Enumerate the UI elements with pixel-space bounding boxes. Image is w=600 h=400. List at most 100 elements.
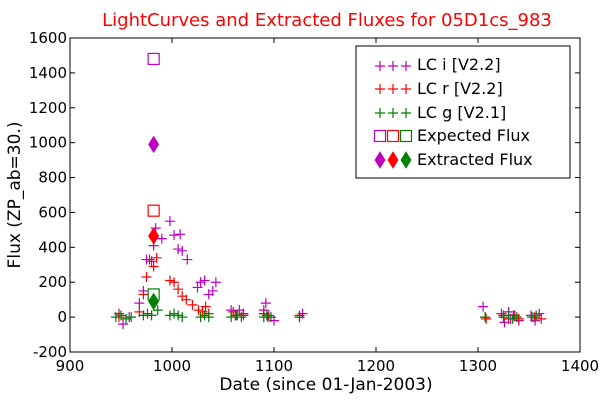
legend-markers [373,61,413,169]
legend-marker-plus [375,108,385,118]
data-point-plus [498,312,509,323]
y-axis-label: Flux (ZP_ab=30.) [5,122,25,269]
data-point-plus [478,301,489,312]
data-point-plus [531,310,542,321]
data-point-plus [164,216,175,227]
data-point-plus [156,233,167,244]
legend-marker-square [386,129,400,143]
y-tick-label: 800 [38,169,67,187]
data-point-plus [110,312,121,323]
x-tick-label: 900 [56,357,85,375]
data-point-plus [148,261,159,272]
data-point-square [147,204,160,217]
data-point-plus [141,271,152,282]
legend-marker-plus [401,108,411,118]
data-point-plus [199,275,210,286]
legend-marker-square [399,129,413,143]
data-point-plus [138,289,149,300]
data-point-plus [173,244,184,255]
data-point-plus [151,252,162,263]
legend-label-extracted-flux: Extracted Flux [417,150,533,169]
data-point-plus [134,298,145,309]
y-tick-label: 1000 [29,134,67,152]
data-point-plus [175,229,186,240]
legend-label-lc-r: LC r [V2.2] [417,79,503,98]
data-point-diamond [148,135,160,154]
data-point-plus [536,313,547,324]
data-point-plus [210,277,221,288]
legend-marker-diamond [374,151,386,169]
legend-label-lc-i: LC i [V2.2] [417,55,501,74]
y-tick-label: 400 [38,238,67,256]
data-point-plus [126,312,137,323]
data-point-plus [182,254,193,265]
legend-marker-plus [375,84,385,94]
data-point-plus [294,312,305,323]
data-point-plus [169,308,180,319]
legend-marker-plus [388,61,398,71]
data-point-plus [231,310,242,321]
legend-marker-plus [388,84,398,94]
x-axis-label: Date (since 01-Jan-2003) [219,375,432,395]
x-tick-label: 1200 [357,357,395,375]
data-point-plus [207,285,218,296]
data-point-diamond [148,292,160,311]
legend-marker-plus [375,61,385,71]
data-point-plus [144,254,155,265]
data-point-plus [146,256,157,267]
data-point-plus [527,312,538,323]
data-point-square [147,52,160,66]
legend-label-expected-flux: Expected Flux [417,126,530,145]
data-point-plus [236,312,247,323]
data-point-plus [507,313,518,324]
data-point-plus [265,312,276,323]
legend-marker-plus [401,84,411,94]
data-point-plus [192,282,203,293]
legend-marker-diamond [387,151,399,169]
data-point-plus [116,310,126,321]
data-point-plus [511,312,522,323]
chart-title: LightCurves and Extracted Fluxes for 05D… [102,10,552,31]
legend: LC i [V2.2] LC r [V2.2] LC g [V2.1] Expe… [355,45,571,179]
data-point-plus [187,299,198,310]
y-tick-label: 600 [38,203,67,221]
data-point-plus [169,230,180,241]
data-point-plus [177,245,188,256]
data-point-plus [169,277,180,288]
y-tick-label: 200 [38,273,67,291]
legend-marker-diamond [400,151,412,169]
data-point-plus [177,312,188,323]
data-point-plus [200,301,211,312]
data-point-plus [260,298,271,309]
y-tick-label: 1400 [29,64,67,82]
data-point-plus [226,312,237,323]
data-point-plus [193,305,204,316]
y-tick-label: -200 [33,343,67,361]
y-tick-label: 1600 [29,29,67,47]
legend-marker-plus [401,61,411,71]
legend-marker-square [373,129,387,143]
y-tick-label: 1200 [29,99,67,117]
data-point-diamond [148,227,160,245]
data-point-plus [152,305,163,316]
data-point-plus [480,312,491,323]
data-point-plus [261,310,272,321]
data-point-plus [173,284,184,295]
data-point-plus [173,310,184,321]
data-point-plus [199,310,210,321]
data-point-plus [146,310,157,321]
data-points [110,52,547,330]
legend-marker-plus [388,108,398,118]
data-point-plus [118,319,129,330]
data-point-plus [181,294,192,305]
data-point-plus [121,313,132,324]
axis-ticks: 900 1000 1100 1200 1300 1400 -200 0 200 400 600 800… [29,29,599,375]
data-point-plus [195,277,206,288]
x-tick-label: 1100 [255,357,293,375]
data-point-plus [142,308,153,319]
data-point-plus [164,275,175,286]
y-tick-label: 0 [57,308,67,326]
x-tick-label: 1000 [153,357,191,375]
x-tick-label: 1400 [561,357,599,375]
